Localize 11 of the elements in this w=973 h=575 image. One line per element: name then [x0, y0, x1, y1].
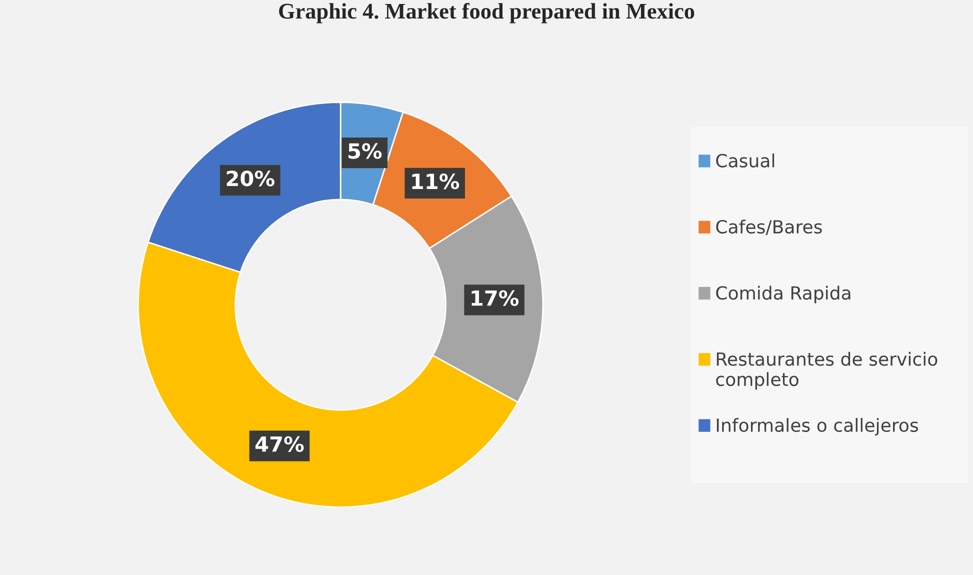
data-label: 5%: [348, 143, 382, 159]
data-label: 11%: [412, 173, 460, 190]
legend-label: Cafes/Bares: [716, 220, 822, 236]
data-label: 47%: [255, 436, 304, 452]
legend-label: Informales o callejeros: [716, 418, 918, 436]
legend-label: Comida Rapida: [716, 286, 850, 304]
legend-label: Restaurantes de servicio completo: [716, 352, 938, 390]
data-label: 17%: [472, 290, 519, 306]
data-label: 20%: [226, 170, 274, 186]
chart-title: Graphic 4. Market food prepared in Mexico: [279, 2, 694, 24]
legend-label: Casual: [716, 154, 774, 168]
